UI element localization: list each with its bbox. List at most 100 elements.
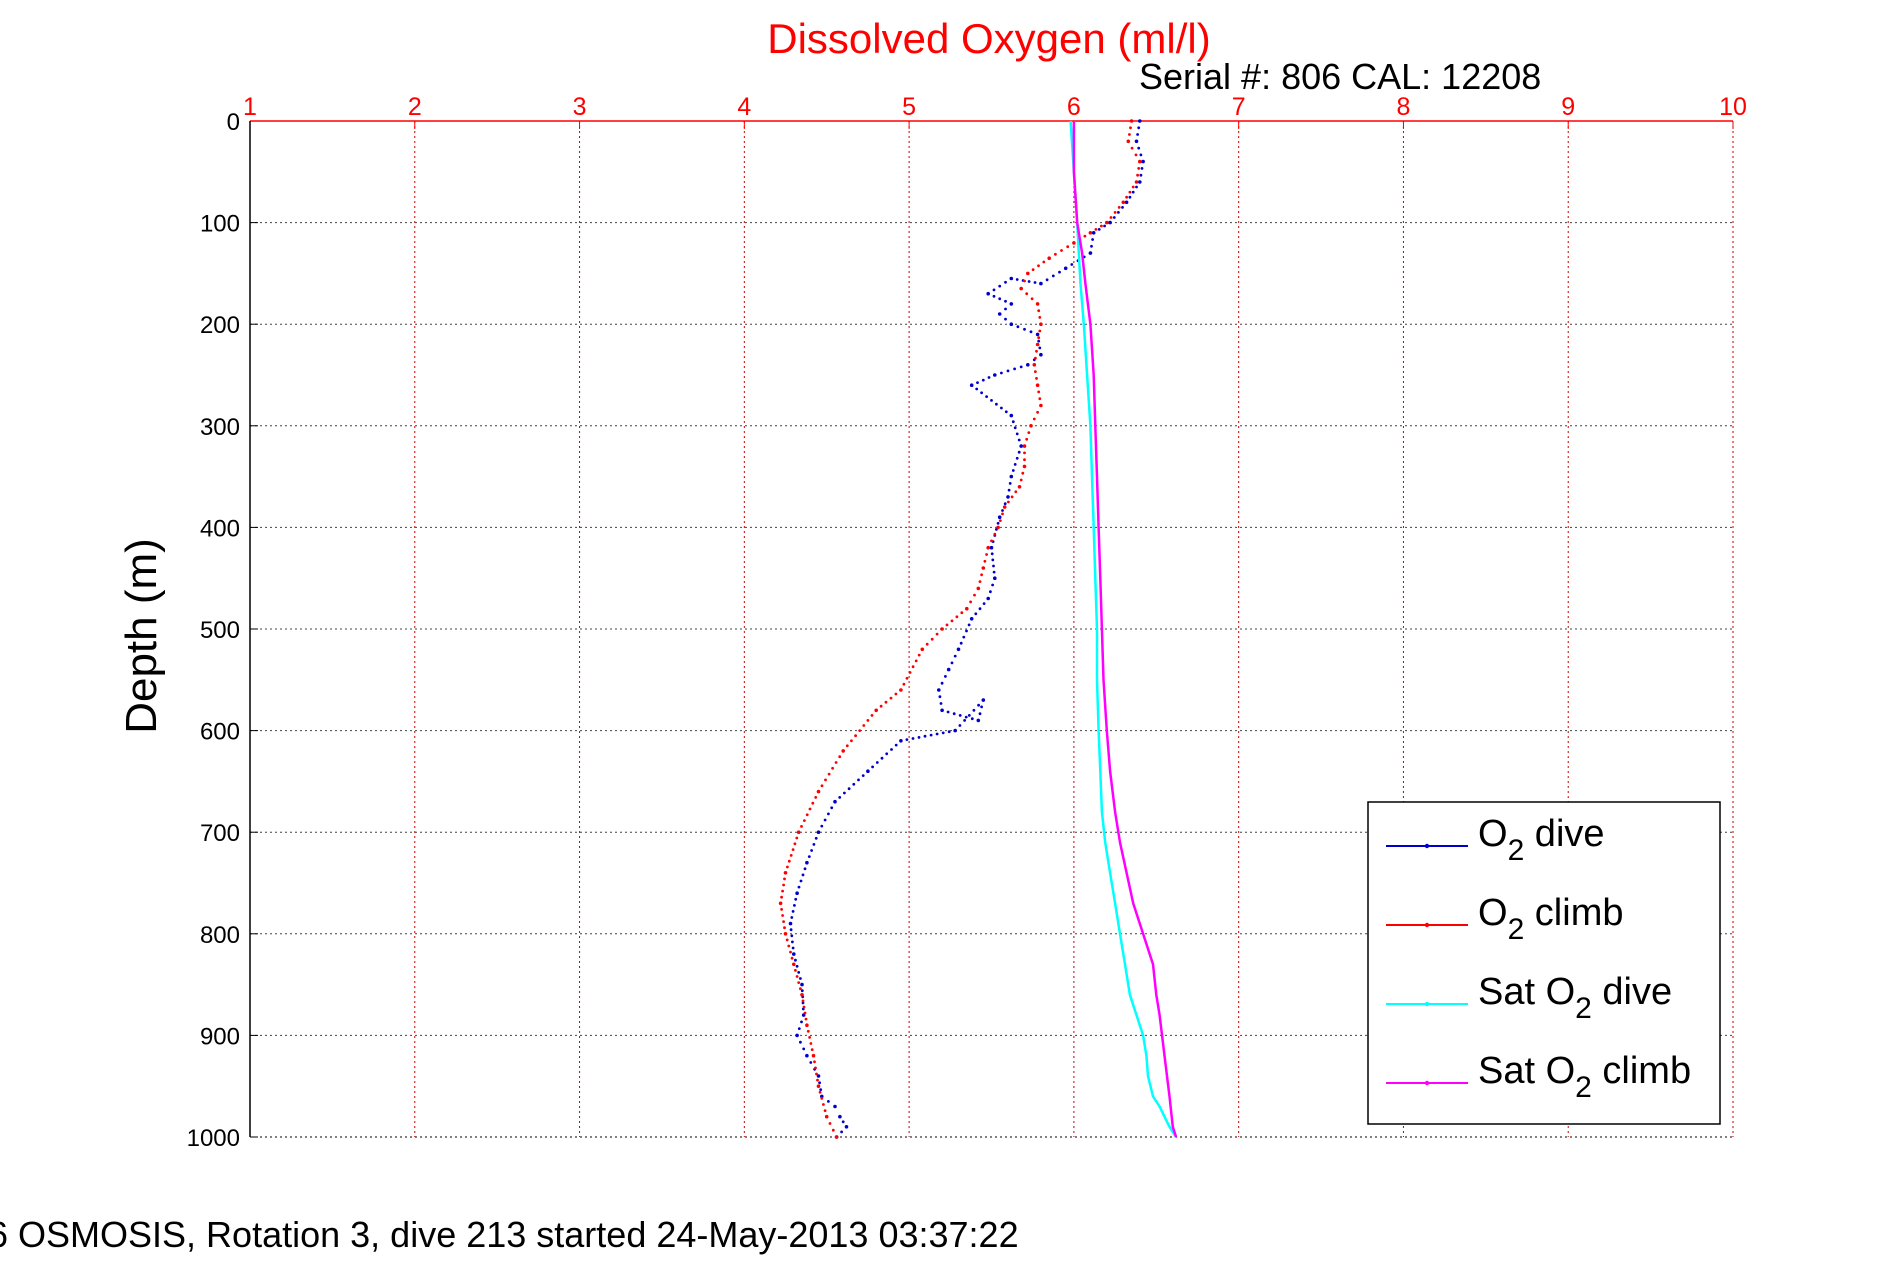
series-point-0: [1009, 322, 1014, 327]
series-point-1: [796, 830, 801, 834]
series-point-0: [866, 769, 870, 773]
series-dot-1: [816, 1078, 819, 1082]
series-dot-0: [799, 879, 803, 883]
series-dot-0: [1058, 270, 1061, 274]
series-dot-0: [991, 583, 994, 587]
series-dot-0: [1029, 330, 1033, 334]
series-dot-1: [1010, 495, 1014, 499]
series-point-0: [1091, 231, 1096, 235]
legend-label-1: O2 climb: [1478, 892, 1623, 946]
series-dot-1: [809, 1042, 813, 1045]
series-dot-0: [996, 521, 1000, 525]
series-point-0: [993, 373, 997, 377]
y-tick-label: 400: [200, 515, 240, 542]
series-dot-1: [1037, 336, 1041, 340]
legend-label-3: Sat O2 climb: [1478, 1050, 1691, 1104]
series-dot-1: [799, 987, 802, 991]
series-dot-1: [1001, 512, 1004, 516]
series-dot-0: [1004, 280, 1007, 284]
series-dot-0: [1017, 450, 1021, 454]
series-point-0: [1063, 266, 1068, 271]
series-dot-1: [831, 766, 834, 770]
series-point-0: [1141, 159, 1145, 164]
series-point-0: [805, 860, 809, 865]
series-point-1: [824, 1114, 829, 1119]
series-dot-1: [801, 999, 805, 1003]
series-dot-0: [890, 748, 893, 751]
series-point-1: [800, 993, 804, 997]
series-point-1: [805, 1023, 809, 1027]
series-dot-1: [808, 1036, 811, 1039]
series-dot-1: [894, 692, 898, 696]
series-dot-0: [977, 703, 980, 707]
series-dot-1: [925, 642, 929, 646]
series-point-1: [874, 708, 878, 713]
series-dot-0: [992, 570, 996, 574]
series-dot-1: [790, 956, 794, 960]
series-dot-0: [1097, 228, 1101, 231]
series-dot-0: [799, 977, 802, 980]
series-dot-0: [838, 796, 842, 799]
series-dot-0: [972, 708, 976, 712]
series-point-0: [816, 1074, 821, 1078]
series-dot-1: [806, 1029, 810, 1033]
series-dot-0: [871, 765, 874, 769]
series-point-1: [834, 1135, 839, 1139]
series-dot-1: [1038, 316, 1042, 319]
series-dot-0: [998, 297, 1002, 301]
legend-label-subscript: 2: [1575, 992, 1592, 1025]
series-dot-1: [782, 920, 785, 923]
series-point-0: [820, 1094, 824, 1099]
series-dot-1: [795, 836, 799, 840]
series-dot-0: [800, 1020, 803, 1024]
series-dot-1: [823, 1109, 827, 1112]
series-dot-0: [976, 381, 979, 384]
series-dot-1: [815, 1072, 818, 1076]
legend-marker-0: [1424, 843, 1430, 849]
series-dot-0: [1016, 325, 1020, 329]
series-dot-0: [998, 284, 1002, 288]
series-dot-1: [1037, 264, 1040, 268]
series-dot-1: [1113, 211, 1117, 214]
series-dot-0: [982, 602, 986, 605]
series-dot-0: [852, 782, 856, 786]
series-dot-0: [1006, 369, 1010, 373]
series-dot-1: [1025, 437, 1029, 441]
series-dot-0: [1140, 167, 1144, 170]
series-dot-0: [1004, 317, 1007, 321]
series-dot-1: [789, 950, 792, 954]
series-point-0: [788, 921, 793, 926]
series-dot-1: [1060, 249, 1063, 252]
series-dot-1: [983, 559, 987, 563]
series-dot-0: [1008, 482, 1012, 485]
series-dot-0: [959, 641, 963, 645]
series-dot-1: [870, 714, 874, 717]
series-point-0: [805, 1053, 809, 1058]
series-dot-0: [797, 1027, 801, 1030]
series-point-1: [1072, 241, 1076, 245]
series-dot-0: [965, 629, 968, 633]
series-dot-0: [978, 607, 982, 611]
series-dot-1: [914, 659, 918, 663]
legend-label-main: Sat O: [1478, 971, 1575, 1013]
series-dot-0: [803, 867, 807, 871]
x-tick-label: 1: [243, 93, 257, 121]
series-dot-1: [1083, 234, 1087, 238]
legend-label-rest: dive: [1524, 813, 1604, 855]
series-dot-0: [938, 695, 942, 699]
legend-label-main: O: [1478, 892, 1508, 934]
legend-label-0: O2 dive: [1478, 813, 1605, 867]
series-dot-1: [1037, 390, 1041, 394]
series-dot-1: [808, 807, 812, 811]
series-dot-0: [793, 904, 796, 907]
series-point-0: [1088, 251, 1093, 255]
series-dot-0: [958, 724, 962, 727]
series-point-1: [1047, 256, 1051, 261]
series-point-0: [833, 799, 837, 804]
legend-marker-3: [1424, 1080, 1430, 1086]
series-point-0: [989, 545, 994, 550]
series-point-0: [1026, 363, 1030, 367]
series-dot-0: [857, 778, 860, 782]
series-point-0: [1108, 220, 1112, 225]
